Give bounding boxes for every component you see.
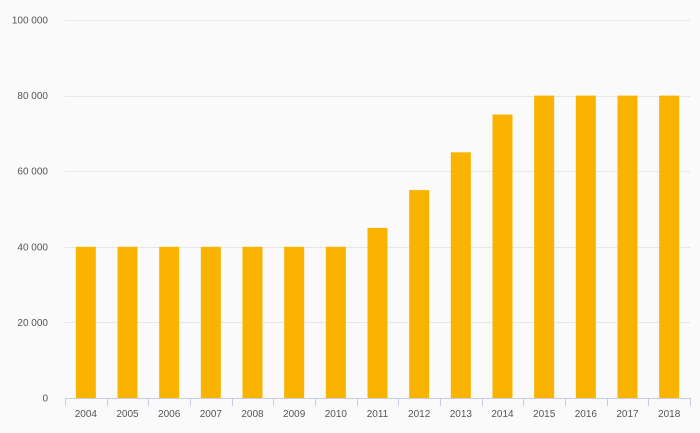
x-tick-label: 2015	[533, 409, 556, 420]
y-tick-label: 100 000	[12, 16, 49, 27]
bar-2010	[325, 246, 346, 398]
x-tick-label: 2013	[450, 409, 473, 420]
x-tick-label: 2008	[241, 409, 264, 420]
x-tick-label: 2009	[283, 409, 306, 420]
x-tick-label: 2010	[325, 409, 348, 420]
bar-2014	[492, 114, 513, 398]
bar-2006	[159, 246, 180, 398]
bar-2018	[659, 95, 680, 398]
y-axis-tick-labels: 0 20 000 40 000 60 000 80 000 100 000	[12, 16, 49, 405]
y-tick-label: 40 000	[17, 242, 48, 253]
bar-2012	[409, 190, 430, 398]
x-tick-label: 2006	[158, 409, 181, 420]
y-tick-label: 80 000	[17, 91, 48, 102]
x-tick-label: 2007	[200, 409, 223, 420]
bar-2013	[450, 152, 471, 398]
bar-2016	[575, 95, 596, 398]
y-tick-label: 20 000	[17, 318, 48, 329]
x-tick-label: 2004	[75, 409, 98, 420]
bar-2017	[617, 95, 638, 398]
bar-2009	[284, 246, 305, 398]
bar-2015	[534, 95, 555, 398]
bars	[75, 95, 680, 398]
bar-2008	[242, 246, 263, 398]
y-tick-label: 0	[42, 394, 48, 405]
bar-2005	[117, 246, 138, 398]
x-tick-label: 2014	[491, 409, 514, 420]
x-tick-label: 2016	[575, 409, 598, 420]
bar-2007	[200, 246, 221, 398]
x-tick-label: 2011	[367, 409, 389, 420]
y-tick-label: 60 000	[17, 167, 48, 178]
x-tick-label: 2018	[658, 409, 681, 420]
x-tick-label: 2017	[616, 409, 639, 420]
x-axis	[65, 398, 691, 406]
bar-2011	[367, 227, 388, 398]
x-tick-label: 2005	[116, 409, 139, 420]
x-tick-label: 2012	[408, 409, 431, 420]
bar-2004	[75, 246, 96, 398]
x-axis-tick-labels: 2004 2005 2006 2007 2008 2009 2010 2011 2012 2013…	[75, 409, 681, 420]
